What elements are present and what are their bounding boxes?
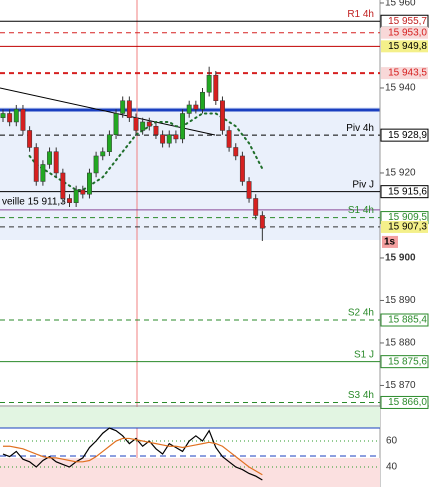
level-value-box — [381, 67, 428, 80]
level-name: S1 J — [354, 349, 374, 360]
candle-body — [93, 155, 99, 174]
candle-body — [233, 147, 239, 157]
level-value-box — [380, 128, 429, 142]
candle-body — [47, 151, 52, 165]
candle-body — [87, 172, 92, 195]
candle-body — [126, 100, 132, 118]
candle-body — [80, 189, 86, 195]
candle-body — [173, 134, 179, 140]
trend-line — [0, 87, 216, 136]
candle-body — [259, 215, 265, 229]
y-tick-label: 15 890 — [385, 295, 416, 306]
candle-body — [220, 100, 225, 131]
candle-body — [246, 181, 252, 199]
candle-body — [146, 121, 152, 127]
y-tick-label: 15 880 — [385, 338, 416, 349]
level-value-label: 15 943,5 — [388, 68, 427, 79]
candle-body — [200, 91, 205, 110]
candle-body — [73, 189, 79, 203]
level-name: S2 4h — [348, 308, 374, 319]
y-tick-label: 15 870 — [385, 380, 416, 391]
candle-body — [53, 151, 59, 174]
level-name: Piv J — [352, 179, 374, 190]
osc-tick-label: 40 — [386, 462, 398, 473]
timeframe-label: 1s — [384, 237, 396, 248]
candle-body — [253, 198, 259, 216]
level-name: S3 4h — [348, 390, 374, 401]
candle-body — [33, 147, 39, 182]
level-value-box — [380, 313, 429, 327]
level-name: S1 4h — [348, 205, 374, 216]
y-tick-label: 15 900 — [385, 253, 416, 264]
level-value-label: 15 928,9 — [388, 130, 427, 141]
previous-close-label: veille 15 911,3 — [2, 197, 66, 208]
osc-line — [2, 427, 263, 481]
level-value-box — [381, 220, 428, 233]
candle-body — [27, 130, 33, 148]
candle-body — [206, 74, 212, 93]
candle-body — [153, 125, 159, 135]
y-tick-label: 15 960 — [385, 0, 416, 9]
level-value-label: 15 949,8 — [388, 41, 427, 52]
osc-tick-label: 60 — [386, 436, 398, 447]
candle-body — [166, 134, 172, 144]
level-value-box — [380, 395, 429, 409]
candle-body — [100, 151, 106, 157]
candle-body — [239, 155, 245, 182]
candle-body — [226, 130, 232, 148]
candle-body — [160, 134, 166, 144]
level-value-box — [380, 355, 429, 369]
candle-body — [213, 74, 219, 101]
level-value-box — [380, 185, 429, 199]
candle-body — [40, 164, 46, 182]
candle-body — [120, 100, 126, 114]
y-tick-label: 15 920 — [385, 168, 416, 179]
y-tick-label: 15 940 — [385, 83, 416, 94]
level-value-box — [381, 40, 428, 53]
level-value-label: 15 953,0 — [388, 27, 427, 38]
range-zone — [0, 107, 380, 240]
level-value-label: 15 866,0 — [388, 397, 427, 408]
candle-body — [67, 198, 72, 203]
level-value-label: 15 885,4 — [388, 315, 427, 326]
moving-average — [28, 112, 264, 191]
candle-body — [7, 113, 13, 123]
osc-line — [3, 437, 263, 476]
candle-body — [140, 121, 146, 131]
candle-body — [13, 108, 19, 123]
level-value-box — [381, 26, 428, 39]
level-name: Piv 4h — [346, 123, 374, 134]
level-value-label: 15 907,3 — [388, 222, 427, 233]
level-value-label: 15 909,5 — [388, 212, 427, 223]
timeframe-box — [382, 235, 398, 248]
candle-body — [20, 108, 26, 131]
candle-body — [113, 113, 119, 135]
candle-body — [186, 104, 192, 114]
level-name: R1 4h — [347, 9, 374, 20]
candle-body — [0, 113, 6, 118]
level-value-label: 15 955,7 — [388, 16, 427, 27]
candle-body — [193, 104, 199, 110]
candle-body — [133, 117, 139, 131]
level-value-label: 15 915,6 — [388, 186, 427, 197]
candle-body — [180, 113, 186, 140]
level-value-label: 15 875,6 — [388, 356, 427, 367]
candle-body — [60, 172, 66, 199]
candle-body — [106, 134, 112, 152]
osc-high-zone — [0, 407, 380, 428]
osc-low-zone — [0, 458, 380, 487]
